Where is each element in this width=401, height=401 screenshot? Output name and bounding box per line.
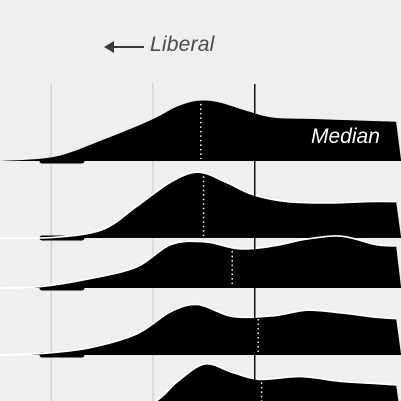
ridge-area-4 (156, 363, 399, 401)
ridge-outline-2 (0, 235, 397, 289)
ridge-2 (0, 235, 401, 291)
ridge-3 (0, 303, 401, 358)
ridge-0 (0, 100, 401, 164)
ridge-area-3 (0, 304, 401, 355)
ridge-area-1 (0, 172, 401, 239)
ridge-4 (154, 363, 399, 401)
ridge-outline-3 (0, 303, 397, 356)
ridge-outline-1 (0, 171, 397, 239)
direction-label: Liberal (150, 33, 215, 56)
median-annotation: Median (311, 125, 380, 148)
ridge-1 (0, 171, 401, 241)
ridge-outline-4 (154, 363, 397, 401)
ridge-area-2 (0, 235, 401, 288)
ridge-area-0 (0, 100, 401, 161)
left-arrow-icon (104, 41, 144, 53)
